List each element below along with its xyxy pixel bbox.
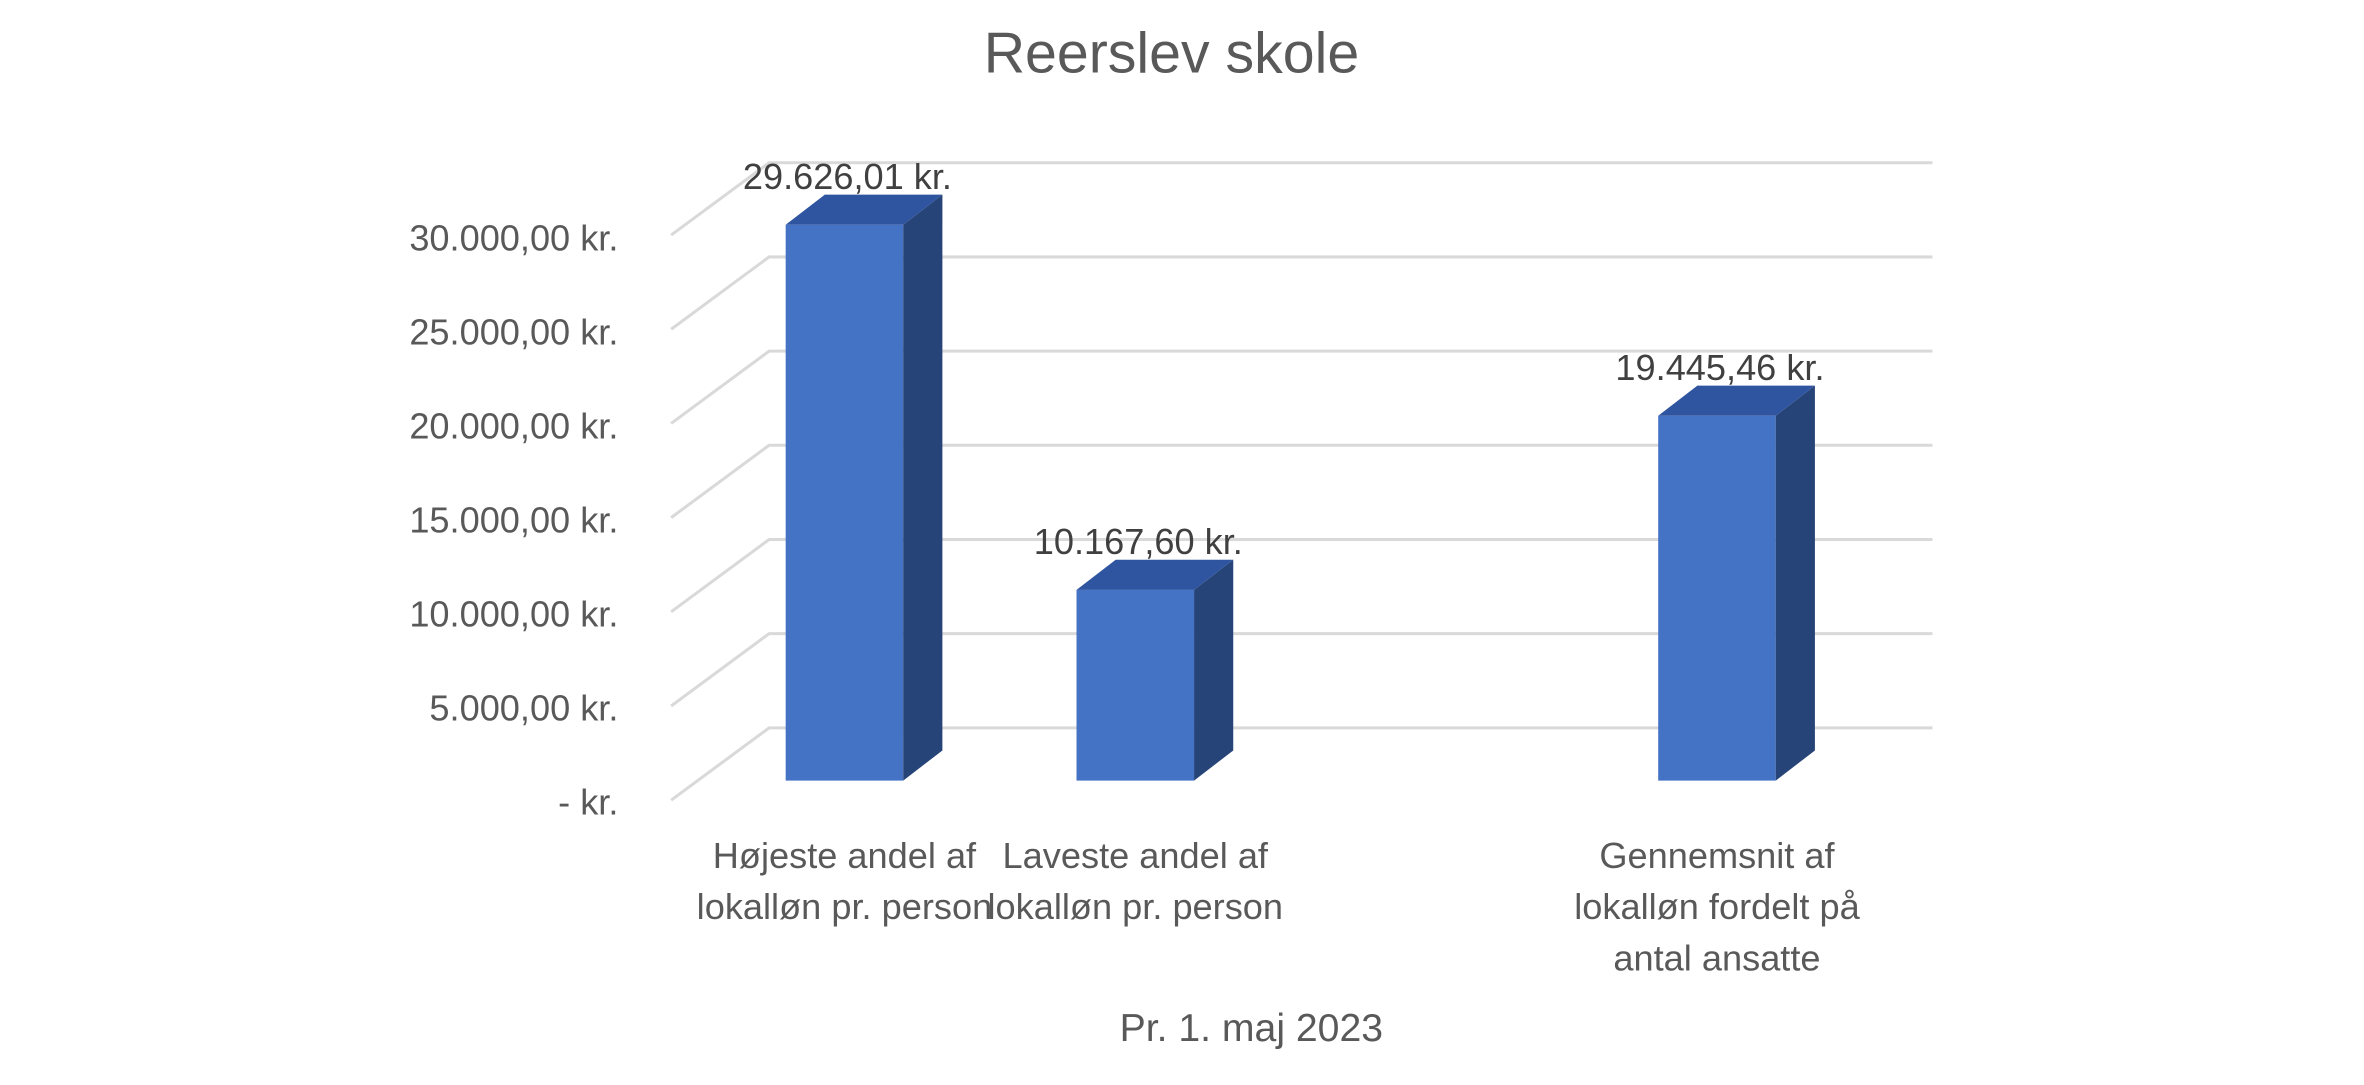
bar-top bbox=[785, 194, 943, 225]
bar bbox=[1076, 589, 1195, 781]
data-label: 19.445,46 kr. bbox=[1615, 347, 1824, 388]
x-tick-label: Gennemsnit af lokalløn fordelt på antal … bbox=[1574, 836, 1860, 980]
y-tick-label: 10.000,00 kr. bbox=[409, 593, 618, 634]
y-tick-label: 5.000,00 kr. bbox=[429, 687, 618, 728]
x-tick-label-box: Gennemsnit af lokalløn fordelt på antal … bbox=[1574, 836, 1860, 980]
x-tick-label: Højeste andel af lokalløn pr. person bbox=[696, 836, 993, 929]
data-label: 29.626,01 kr. bbox=[743, 156, 952, 197]
grid-line bbox=[670, 349, 1933, 425]
x-axis-title: Pr. 1. maj 2023 bbox=[1120, 1007, 1383, 1050]
bar bbox=[785, 224, 904, 781]
grid-line bbox=[670, 537, 1933, 614]
bar-side bbox=[903, 194, 943, 781]
x-tick-label-box: Højeste andel af lokalløn pr. person bbox=[696, 836, 993, 929]
y-tick-label: 15.000,00 kr. bbox=[409, 499, 618, 540]
y-tick-label: 30.000,00 kr. bbox=[409, 218, 618, 259]
bar-side bbox=[1194, 559, 1234, 781]
grid-line bbox=[670, 443, 1933, 519]
y-tick-label: 25.000,00 kr. bbox=[409, 312, 618, 353]
chart-title: Reerslev skole bbox=[984, 21, 1359, 85]
grid-line bbox=[670, 726, 1933, 802]
x-tick-label: Laveste andel af lokalløn pr. person bbox=[987, 836, 1284, 929]
grid-line bbox=[670, 255, 1933, 331]
bar-top bbox=[1658, 385, 1815, 416]
y-tick-label: 20.000,00 kr. bbox=[409, 406, 618, 447]
data-label: 10.167,60 kr. bbox=[1034, 521, 1243, 562]
x-tick-label-box: Laveste andel af lokalløn pr. person bbox=[987, 836, 1284, 929]
bar-top bbox=[1076, 559, 1234, 590]
grid-line bbox=[670, 632, 1933, 708]
bar bbox=[1658, 415, 1776, 781]
bar-side bbox=[1775, 385, 1815, 781]
grid-line bbox=[670, 161, 1933, 237]
y-tick-label: - kr. bbox=[558, 781, 618, 822]
